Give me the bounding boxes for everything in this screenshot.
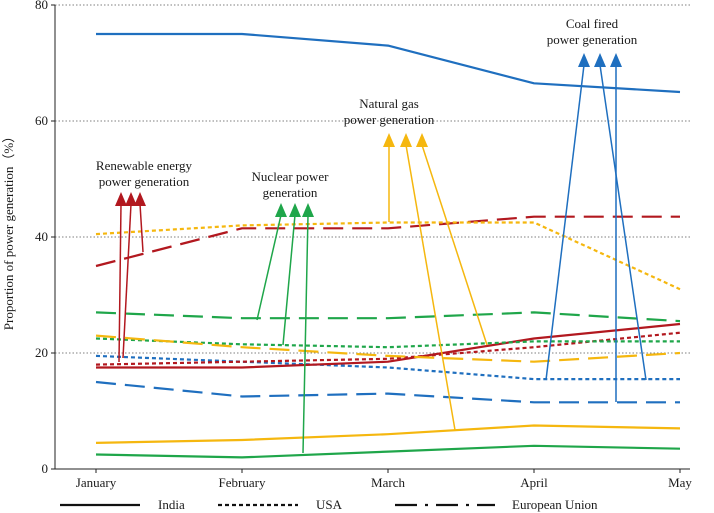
annotation-label: Coal fired	[566, 16, 619, 31]
annotation-arrowhead	[302, 203, 314, 217]
y-axis-title: Proportion of power generation（%）	[1, 130, 16, 330]
series-line-european-union-coal	[95, 380, 680, 404]
series-line-european-union-renewable	[95, 215, 680, 268]
series-line-india-renewable	[96, 322, 681, 369]
y-tick-label: 20	[35, 345, 48, 360]
x-tick-label: April	[520, 475, 548, 490]
series-line-india-coal	[96, 32, 681, 94]
grid-lines	[55, 4, 690, 354]
annotation-arrowhead	[594, 53, 606, 67]
annotation-arrowhead	[134, 192, 146, 206]
annotation-arrowhead	[383, 133, 395, 147]
annotation-arrowhead	[125, 192, 137, 206]
legend-label: European Union	[512, 497, 598, 512]
annotation-arrowhead	[289, 203, 301, 217]
annotation-arrow-line	[302, 214, 309, 454]
x-tick-label: May	[668, 475, 692, 490]
annotation-arrowhead	[610, 53, 622, 67]
series-line-european-union-gas	[95, 334, 681, 363]
legend-label: India	[158, 497, 185, 512]
annotation-label: Nuclear power	[252, 169, 330, 184]
series-line-european-union-nuclear	[95, 311, 681, 323]
y-tick-label: 60	[35, 113, 48, 128]
annotation-arrow-line	[545, 64, 585, 381]
legend-label: USA	[316, 497, 343, 512]
series-layer	[95, 32, 681, 459]
series-line-usa-nuclear	[95, 337, 680, 349]
annotation-label: power generation	[547, 32, 638, 47]
x-tick-label: February	[219, 475, 266, 490]
annotation-arrow-line	[256, 214, 282, 321]
annotation-arrow-line	[282, 214, 296, 346]
annotation-arrowhead	[400, 133, 412, 147]
annotation-arrow-line	[421, 144, 488, 346]
annotation-arrowhead	[416, 133, 428, 147]
annotation-arrow-line	[122, 203, 132, 359]
y-tick-label: 40	[35, 229, 48, 244]
y-tick-label: 80	[35, 0, 48, 12]
annotation-arrowhead	[115, 192, 127, 206]
x-tick-label: January	[76, 475, 117, 490]
annotation-label: generation	[263, 185, 318, 200]
annotation-arrow-line	[405, 144, 456, 431]
annotation-arrow-line	[139, 203, 144, 253]
annotation-label: Natural gas	[359, 96, 419, 111]
x-tick-label: March	[371, 475, 405, 490]
annotation-arrowhead	[275, 203, 287, 217]
axes: 0 20 40 60 80 January February March April May	[35, 0, 692, 490]
series-line-india-nuclear	[95, 444, 681, 459]
annotation-arrow-line	[118, 203, 122, 363]
legend: India USA European Union	[60, 497, 598, 512]
annotation-label: power generation	[344, 112, 435, 127]
annotation-label: Renewable energy	[96, 158, 193, 173]
y-tick-label: 0	[42, 461, 49, 476]
series-line-india-gas	[95, 424, 681, 444]
annotation-label: power generation	[99, 174, 190, 189]
annotation-arrowhead	[578, 53, 590, 67]
annotation-arrow-line	[599, 64, 647, 381]
series-line-usa-gas	[95, 221, 681, 291]
